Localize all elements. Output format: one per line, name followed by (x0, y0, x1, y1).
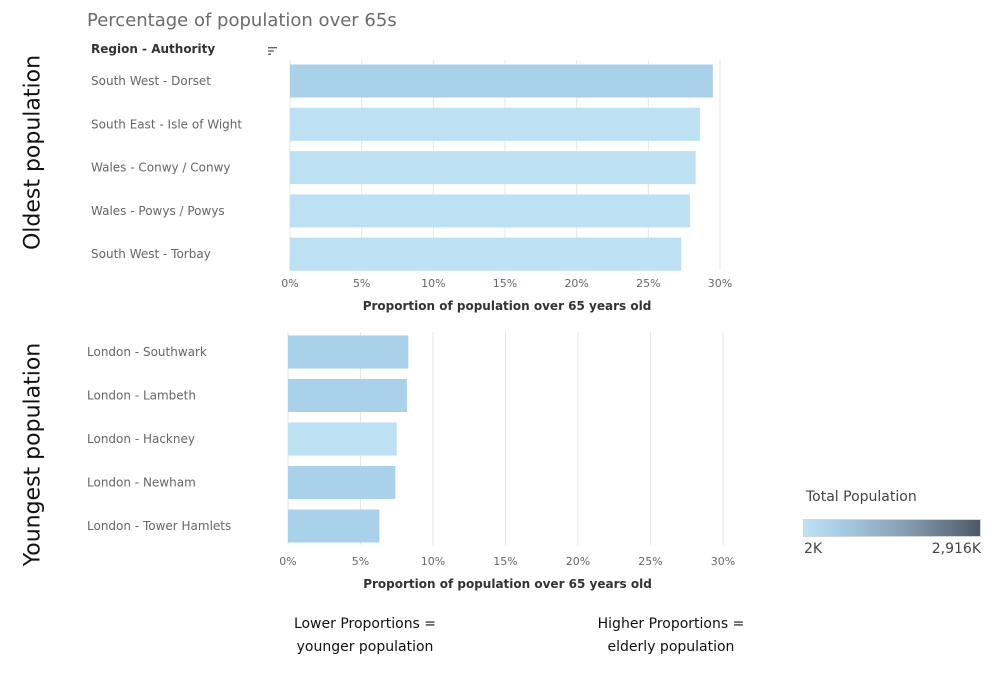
bar (290, 107, 700, 141)
category-label: London - Lambeth (87, 389, 196, 403)
bar (288, 335, 409, 369)
bar (290, 194, 690, 228)
x-tick-label: 25% (636, 277, 660, 290)
chart-title: Percentage of population over 65s (87, 10, 397, 31)
bar (290, 237, 682, 271)
bar (290, 64, 713, 98)
x-tick-label: 0% (281, 277, 298, 290)
category-label: South East - Isle of Wight (91, 117, 242, 131)
chart-youngest: 0% 5% 10% 15% 20% 25% 30% London - Southwark Lon… (87, 332, 735, 591)
x-tick-label: 10% (421, 555, 445, 568)
note-lower-line-2: younger population (296, 639, 434, 655)
bar (288, 509, 380, 543)
x-axis-title: Proportion of population over 65 years o… (363, 299, 652, 313)
x-tick-label: 30% (708, 277, 732, 290)
bar (288, 422, 397, 456)
note-higher: Higher Proportions = elderly population (576, 613, 766, 659)
x-tick-label: 10% (421, 277, 445, 290)
bar (288, 379, 407, 412)
legend-min-label: 2K (804, 541, 823, 557)
x-tick-label: 5% (352, 555, 369, 568)
legend-title: Total Population (806, 489, 917, 505)
note-higher-line-1: Higher Proportions = (597, 616, 745, 632)
x-tick-label: 30% (711, 555, 735, 568)
category-label: Wales - Conwy / Conwy (91, 161, 231, 175)
column-header: Region - Authority (91, 42, 216, 56)
category-label: Wales - Powys / Powys (91, 204, 225, 218)
x-tick-label: 0% (279, 555, 296, 568)
note-lower: Lower Proportions = younger population (270, 613, 460, 659)
bar (290, 151, 696, 185)
note-lower-line-1: Lower Proportions = (293, 616, 437, 632)
x-tick-label: 15% (493, 555, 517, 568)
category-label: South West - Torbay (91, 247, 211, 261)
category-label: London - Newham (87, 476, 196, 490)
note-higher-line-2: elderly population (607, 639, 735, 655)
x-tick-label: 25% (638, 555, 662, 568)
x-tick-label: 20% (564, 277, 588, 290)
legend-color-scale (803, 519, 981, 537)
x-tick-label: 20% (566, 555, 590, 568)
category-label: South West - Dorset (91, 74, 211, 88)
chart-oldest: 0% 5% 10% 15% 20% 25% 30% South West - Dorset So… (91, 60, 732, 313)
bar (288, 466, 396, 499)
category-label: London - Southwark (87, 345, 207, 359)
x-axis-title: Proportion of population over 65 years o… (363, 577, 652, 591)
category-label: London - Hackney (87, 432, 195, 446)
legend-max-label: 2,916K (931, 541, 981, 557)
sort-icon[interactable] (268, 46, 278, 56)
side-label-youngest: Youngest population (20, 342, 46, 567)
x-tick-label: 5% (353, 277, 370, 290)
category-label: London - Tower Hamlets (87, 519, 231, 533)
x-tick-label: 15% (493, 277, 517, 290)
